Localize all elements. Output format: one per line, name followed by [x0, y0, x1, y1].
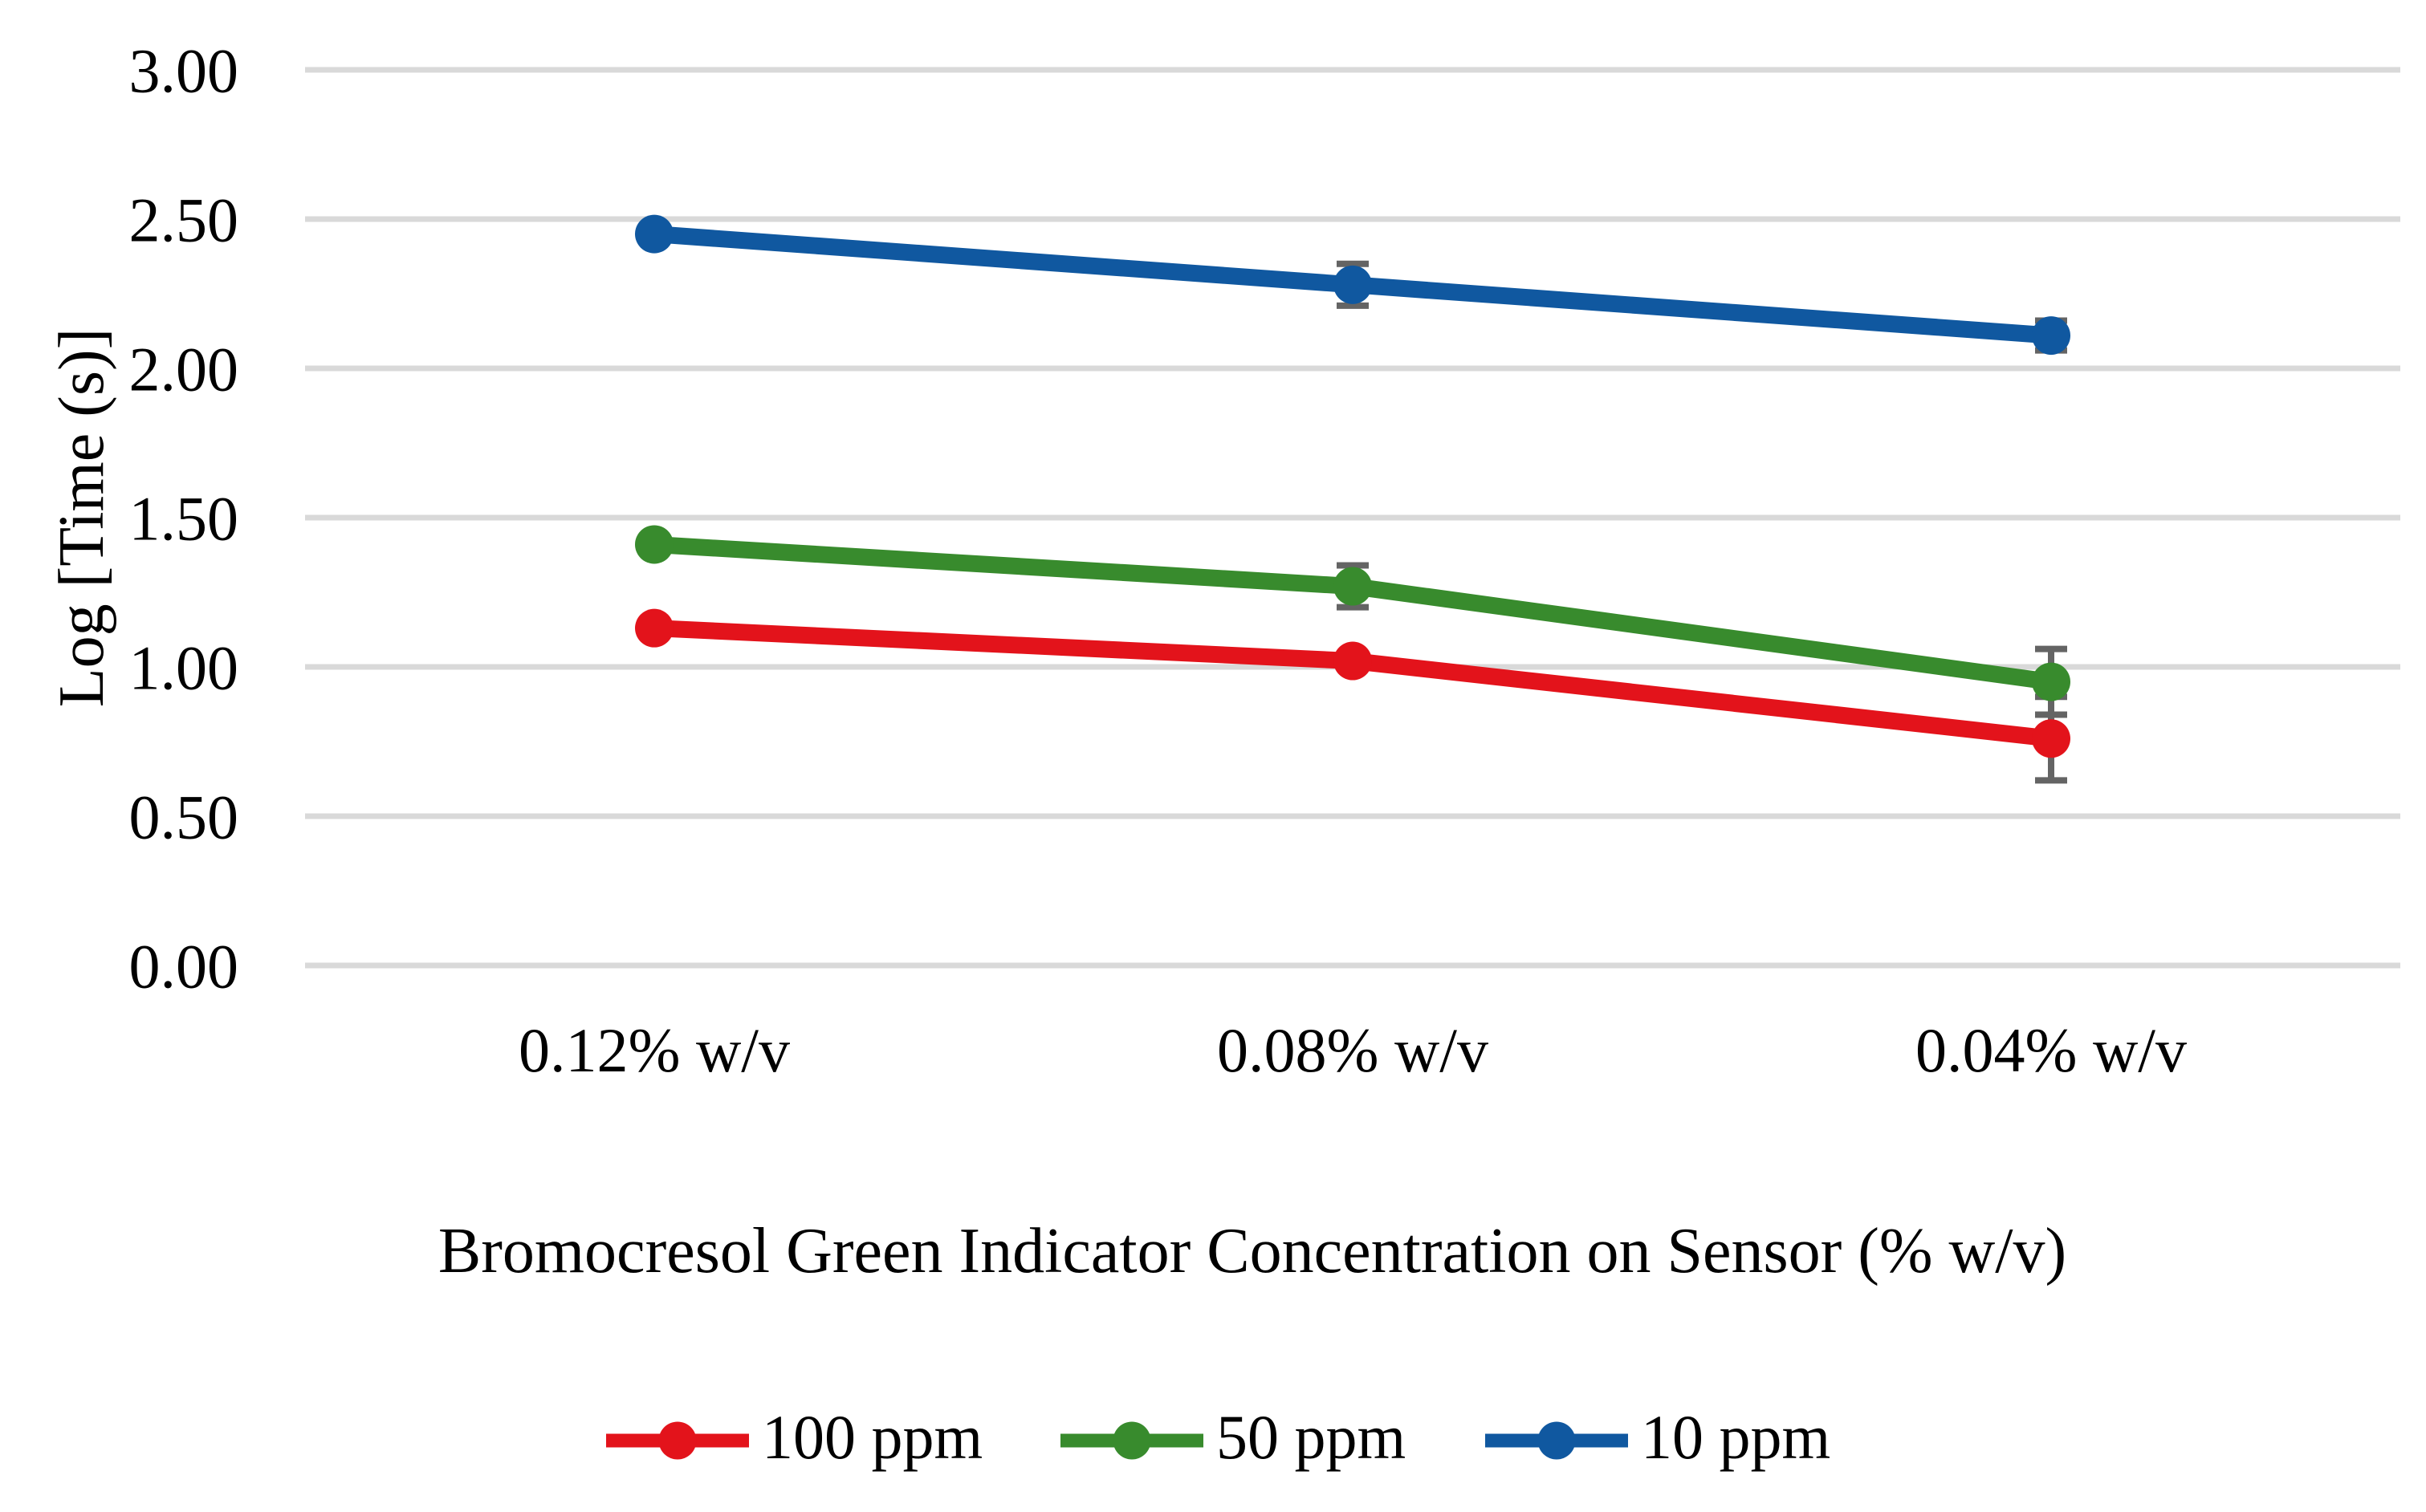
legend-item-100-ppm: 100 ppm [606, 1402, 983, 1472]
data-point-10-ppm [2032, 316, 2070, 356]
series-markers [635, 214, 2070, 758]
legend-label: 10 ppm [1641, 1402, 1830, 1472]
data-point-50-ppm [2032, 662, 2070, 701]
legend-item-10-ppm: 10 ppm [1485, 1402, 1830, 1472]
x-axis-category-labels: 0.12% w/v 0.08% w/v 0.04% w/v [519, 1015, 2187, 1085]
y-axis-tick-labels: 0.00 0.50 1.00 1.50 2.00 2.50 3.00 [129, 35, 239, 1001]
legend-swatch-marker [1537, 1421, 1576, 1460]
data-point-100-ppm [1333, 641, 1372, 681]
data-point-100-ppm [2032, 719, 2070, 758]
data-point-50-ppm [635, 525, 674, 564]
legend-label: 100 ppm [762, 1402, 983, 1472]
y-tick-label: 0.00 [129, 931, 239, 1001]
legend: 100 ppm 50 ppm 10 ppm [606, 1402, 1830, 1472]
data-point-100-ppm [635, 608, 674, 648]
x-category-label: 0.04% w/v [1915, 1015, 2187, 1085]
y-tick-label: 2.00 [129, 334, 239, 404]
legend-label: 50 ppm [1216, 1402, 1406, 1472]
y-tick-label: 3.00 [129, 35, 239, 105]
legend-item-50-ppm: 50 ppm [1060, 1402, 1406, 1472]
x-category-label: 0.08% w/v [1217, 1015, 1488, 1085]
x-axis-title: Bromocresol Green Indicator Concentratio… [438, 1216, 2066, 1286]
y-tick-label: 1.00 [129, 632, 239, 702]
data-point-50-ppm [1333, 567, 1372, 606]
data-point-10-ppm [1333, 265, 1372, 304]
x-category-label: 0.12% w/v [519, 1015, 790, 1085]
legend-swatch-marker [658, 1421, 697, 1460]
y-tick-label: 2.50 [129, 185, 239, 254]
legend-swatch-marker [1113, 1421, 1151, 1460]
y-tick-label: 0.50 [129, 782, 239, 852]
data-point-10-ppm [635, 214, 674, 254]
y-tick-label: 1.50 [129, 483, 239, 553]
y-axis-title: Log [Time (s)] [47, 328, 117, 708]
gridlines [305, 67, 2400, 969]
